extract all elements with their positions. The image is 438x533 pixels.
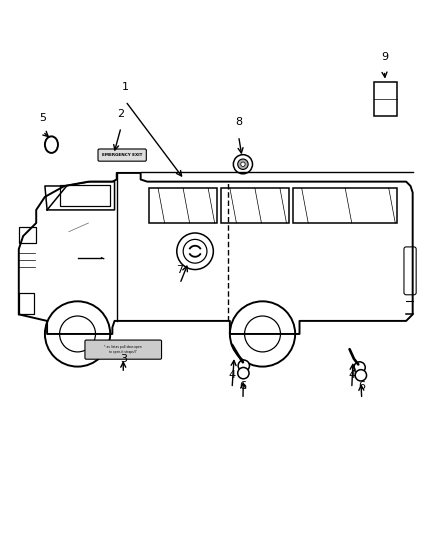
Text: 8: 8 (235, 117, 242, 127)
Circle shape (238, 159, 248, 169)
Bar (149, 188, 217, 223)
Bar (293, 188, 397, 223)
Bar (19, 228, 36, 243)
Text: 2: 2 (117, 109, 125, 118)
Circle shape (354, 362, 365, 373)
Text: 3: 3 (120, 354, 127, 365)
Circle shape (233, 155, 253, 174)
Text: EMERGENCY EXIT: EMERGENCY EXIT (102, 153, 142, 157)
Bar (19, 293, 34, 314)
Circle shape (355, 370, 367, 381)
Circle shape (241, 162, 245, 166)
Text: 1: 1 (122, 83, 129, 92)
Circle shape (238, 367, 249, 379)
Text: 5: 5 (39, 113, 46, 123)
Text: 4: 4 (348, 370, 355, 379)
Text: * as listas pull-door-open
to open-it straps/7: * as listas pull-door-open to open-it st… (104, 345, 142, 354)
Circle shape (230, 301, 295, 367)
FancyBboxPatch shape (98, 149, 146, 161)
Circle shape (177, 233, 213, 270)
Text: 6: 6 (358, 381, 365, 391)
FancyBboxPatch shape (85, 340, 162, 359)
Circle shape (45, 301, 110, 367)
Text: 9: 9 (381, 52, 388, 62)
Text: 4: 4 (229, 370, 236, 379)
Circle shape (238, 360, 250, 372)
Bar (374, 82, 397, 116)
Text: 7: 7 (176, 265, 184, 275)
Text: 6: 6 (240, 381, 247, 391)
Bar (221, 188, 289, 223)
Bar (60, 184, 110, 206)
